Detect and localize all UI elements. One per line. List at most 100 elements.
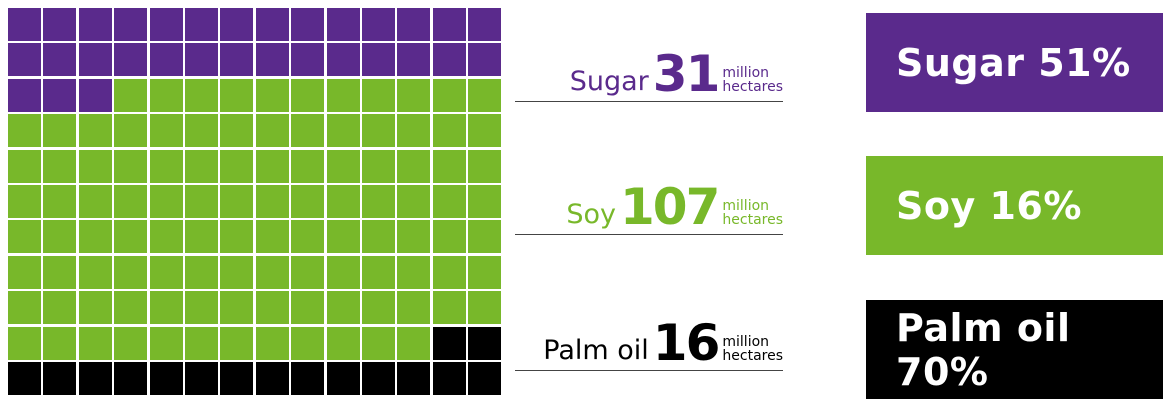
soy-cell [397,78,431,112]
soy-cell [114,326,148,360]
soy-label-value: 107 [620,177,720,236]
soy-cell [468,184,502,218]
soy-cell [114,78,148,112]
soy-cell [291,149,325,183]
soy-cell [149,255,183,289]
soy-cell [291,184,325,218]
palm-oil-cell [8,361,41,395]
soy-cell [78,255,112,289]
sugar-cell [291,8,325,41]
soy-cell [184,255,218,289]
sugar-cell [432,43,466,77]
soy-cell [114,114,148,148]
soy-cell [184,114,218,148]
soy-cell [114,220,148,254]
soy-cell [255,114,289,148]
sugar-cell [43,78,77,112]
soy-cell [468,255,502,289]
soy-cell [255,184,289,218]
soy-cell [468,114,502,148]
soy-cell [184,184,218,218]
soy-cell [397,149,431,183]
palm-unit-line1: million [722,334,770,350]
palm-oil-cell [397,361,431,395]
soy-cell [361,184,395,218]
soy-cell [78,291,112,325]
soy-cell [432,114,466,148]
soy-cell [432,220,466,254]
sugar-cell [114,43,148,77]
sugar-label-unit: million hectares [722,66,783,95]
soy-cell [220,184,254,218]
sugar-cell [361,8,395,41]
soy-cell [149,114,183,148]
soy-cell [220,326,254,360]
sugar-cell [78,78,112,112]
soy-cell [361,78,395,112]
soy-cell [220,149,254,183]
sugar-cell [255,43,289,77]
soy-cell [43,114,77,148]
waffle-grid [8,8,502,395]
soy-cell [43,149,77,183]
soy-cell [149,291,183,325]
soy-cell [326,184,360,218]
soy-label-row: Soy 107 million hectares [515,177,783,236]
soy-cell [397,220,431,254]
palm-oil-cell [149,361,183,395]
soy-cell [291,255,325,289]
soy-cell [326,291,360,325]
sugar-cell [397,43,431,77]
soy-label-unit: million hectares [722,199,783,228]
palm-label-row: Palm oil 16 million hectares [515,313,783,372]
soy-cell [114,255,148,289]
sugar-cell [468,8,502,41]
sugar-label-row: Sugar 31 million hectares [515,49,783,102]
soy-cell [397,255,431,289]
soy-cell [468,220,502,254]
soy-cell [78,114,112,148]
soy-cell [43,291,77,325]
sugar-cell [397,8,431,41]
sugar-cell [326,43,360,77]
soy-cell [78,149,112,183]
sugar-cell [255,8,289,41]
soy-cell [149,184,183,218]
soy-cell [114,149,148,183]
soy-cell [184,326,218,360]
sugar-cell [43,8,77,41]
palm-label-value: 16 [652,313,721,372]
soy-cell [432,291,466,325]
soy-cell [8,184,41,218]
sugar-cell [8,8,41,41]
soy-cell [468,78,502,112]
soy-cell [255,326,289,360]
sugar-label-name: Sugar [569,66,649,97]
sugar-cell [78,8,112,41]
soy-cell [8,220,41,254]
soy-cell [220,114,254,148]
soy-cell [326,78,360,112]
sugar-share-box: Sugar 51% [866,13,1163,112]
soy-cell [397,291,431,325]
soy-cell [78,326,112,360]
soy-cell [149,326,183,360]
sugar-cell [8,78,41,112]
sugar-label-value: 31 [652,44,721,103]
sugar-cell [432,8,466,41]
palm-oil-cell [468,326,502,360]
soy-cell [184,291,218,325]
palm-oil-cell [361,361,395,395]
palm-oil-cell [78,361,112,395]
soy-cell [255,149,289,183]
sugar-cell [114,8,148,41]
soy-cell [326,114,360,148]
soy-cell [361,149,395,183]
soy-cell [361,255,395,289]
sugar-unit-line1: million [722,65,770,81]
soy-cell [432,255,466,289]
sugar-cell [220,8,254,41]
soy-cell [220,220,254,254]
soy-cell [8,149,41,183]
soy-cell [291,291,325,325]
